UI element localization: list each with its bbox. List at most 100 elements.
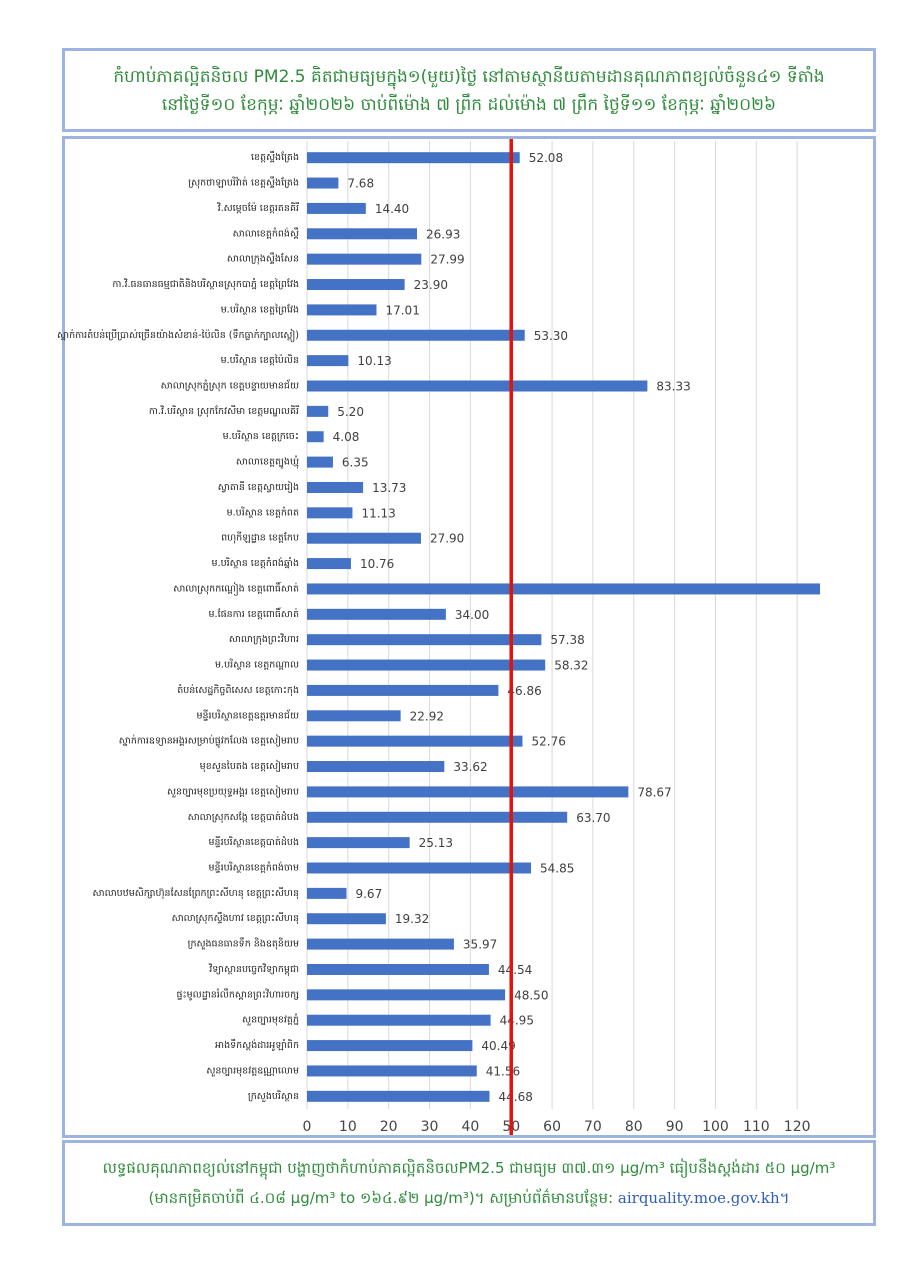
y-tick-label: ស្នាក់ការឧទ្យានអង្គរសម្រាប់ផ្លូវកលែង ខេត…: [119, 734, 299, 749]
bar: [307, 253, 422, 265]
data-label: 34.00: [455, 608, 489, 622]
bar: [307, 659, 546, 671]
x-tick-label: 120: [784, 1119, 811, 1135]
y-tick-label: វិទ្យាស្ថានបច្ចេកវិទ្យាកម្ពុជា: [208, 962, 299, 977]
data-label: 44.95: [500, 1014, 534, 1028]
y-tick-label: វិ.សម្ដេចម៉ែ ខេត្តរតនគិរី: [217, 201, 299, 214]
data-label: 44.68: [499, 1090, 533, 1104]
bar: [307, 507, 353, 519]
data-label: 57.38: [550, 633, 584, 647]
bar: [307, 811, 568, 823]
data-label: 52.76: [532, 735, 566, 749]
data-label: 26.93: [426, 227, 460, 241]
data-label: 41.56: [486, 1064, 520, 1078]
data-label: 13.73: [372, 481, 406, 495]
note: លទ្ធផលគុណភាពខ្យល់នៅកម្ពុជា បង្ហាញថាកំហាប…: [102, 1159, 836, 1177]
y-tick-label: សួនច្បារមុខវត្តភ្នំ: [242, 1013, 299, 1027]
bar: [307, 989, 506, 1001]
bar: [307, 634, 542, 646]
y-tick-label: សួនច្បារមុខវត្តឧណ្ណាលោម: [206, 1065, 299, 1077]
y-tick-label: សាលាខេត្តត្បូងឃ្មុំ: [236, 455, 299, 470]
y-tick-label: សាលាស្រុកស្ទឹងហាវ ខេត្តព្រះសីហនុ: [172, 911, 299, 925]
title-box: កំហាប់ភាគល្អិតនិចល PM2.5 គិតជាមធ្យមក្នុង…: [62, 48, 876, 132]
data-label: 53.30: [534, 329, 568, 343]
bar: [307, 761, 445, 773]
data-label: 5.20: [337, 405, 364, 419]
bar: [307, 329, 525, 341]
note: (មានកម្រិតចាប់ពី ៤.០៨ µg/m³ to ១៦៤.៩២ µg…: [65, 1183, 873, 1213]
bar: [307, 887, 347, 899]
y-tick-label: សាលាស្រុកភ្នំស្រុក ខេត្តបន្ទាយមានជ័យ: [161, 379, 299, 393]
data-label: 83.33: [656, 380, 690, 394]
data-label: 11.13: [361, 506, 395, 520]
y-tick-label: ម.បរិស្ថាន ខេត្តកំពត: [227, 505, 299, 518]
bar: [307, 1065, 477, 1077]
x-tick-label: 80: [625, 1119, 643, 1135]
data-label: 78.67: [637, 785, 671, 799]
y-tick-label: ស្រុកថាឡាបរិវ៉ាត់ ខេត្តស្ទឹងត្រែង: [188, 176, 299, 190]
bar: [307, 279, 405, 291]
chart-box: [62, 136, 876, 1138]
data-label: 22.92: [410, 709, 444, 723]
bar: [307, 608, 446, 620]
y-tick-label: ក្រសួងធនធានទឹក និងឧតុនិយម: [188, 937, 299, 951]
data-label: 7.68: [347, 177, 374, 191]
x-tick-label: 40: [461, 1119, 479, 1135]
y-tick-label: កា.វិ.បរិស្ថាន ស្រុកកែវសីមា ខេត្តមណ្ឌលគិ…: [149, 404, 299, 418]
y-tick-label: ខេត្តស្ទឹងត្រែង: [251, 150, 299, 163]
y-tick-label: ម.ផែនការ ខេត្តពោធិ៍សាត់: [209, 607, 299, 620]
bar: [307, 583, 821, 595]
data-label: 10.76: [360, 557, 394, 571]
bar: [307, 355, 349, 367]
y-tick-label: កា.វិ.ធនធានធម្មជាតិនិងបរិស្ថានស្រុកបាភ្ន…: [112, 277, 299, 291]
bar: [307, 1090, 490, 1102]
y-tick-label: មន្ទីរបរិស្ថានខេត្តកំពង់ចាម: [209, 861, 299, 874]
y-tick-label: ស្វាតានី ខេត្តស្វាយរៀង: [218, 480, 299, 494]
y-tick-label: សួនច្បារមុខប្រយុទ្ធអង្គរ ខេត្តសៀមរាប: [167, 784, 299, 798]
x-tick-label: 60: [543, 1119, 561, 1135]
y-tick-label: សាលាខេត្តកំពង់ស្ពឺ: [233, 226, 299, 239]
bar: [307, 405, 329, 417]
data-label: 14.40: [375, 202, 409, 216]
link[interactable]: airquality.moe.gov.kh។: [617, 1189, 790, 1207]
x-tick-label: 10: [339, 1119, 357, 1135]
bar: [307, 913, 386, 925]
x-tick-label: 0: [303, 1119, 312, 1135]
y-tick-label: អាងទឹកស្តង់ដារអូឡាំពិក: [215, 1038, 299, 1052]
y-tick-label: ម.បរិស្ថាន ខេត្តកំពង់ឆ្នាំង: [212, 556, 299, 569]
y-tick-label: សាលាក្រុងព្រះវិហារ: [229, 632, 299, 646]
data-label: 48.50: [514, 988, 548, 1002]
data-label: 19.32: [395, 912, 429, 926]
x-tick-label: 100: [702, 1119, 729, 1135]
y-tick-label: មន្ទីរបរិស្ថានខេត្តឧត្តរមានជ័យ: [196, 708, 299, 721]
data-label: 10.13: [357, 354, 391, 368]
data-label: 40.49: [481, 1039, 515, 1053]
y-tick-label: ម.បរិស្ថាន ខេត្តក្រចេះ: [223, 429, 299, 442]
y-tick-label: សាលាស្រុកកណ្ដៀង ខេត្តពោធិ៍សាត់: [173, 581, 299, 596]
bar: [307, 684, 499, 696]
data-label: 54.85: [540, 862, 574, 876]
bar: [307, 837, 410, 849]
bar: [307, 735, 523, 747]
y-tick-label: ម.បរិស្ថាន ខេត្តព្រៃវែង: [221, 302, 299, 315]
data-label: 23.90: [414, 278, 448, 292]
chart-subtitle: នៅថ្ងៃទី១០ ខែកុម្ភៈ ឆ្នាំ២០២៦ ចាប់ពីម៉ោង…: [161, 95, 777, 115]
x-tick-label: 30: [421, 1119, 439, 1135]
data-label: 58.32: [554, 659, 588, 673]
x-tick-label: 90: [666, 1119, 684, 1135]
bar: [307, 456, 333, 468]
bar: [307, 1040, 473, 1052]
data-label: 63.70: [576, 811, 610, 825]
y-tick-label: មុខសួនបៃតង ខេត្តសៀមរាប: [200, 759, 299, 773]
bar: [307, 481, 364, 493]
y-tick-label: ម.បរិស្ថាន ខេត្តប៉ៃលិន: [221, 353, 299, 366]
bar: [307, 431, 324, 443]
bar: [307, 786, 629, 798]
data-label: 35.97: [463, 938, 497, 952]
y-tick-label: ផ្ទះមូលដ្ឋានរំលឹកស្ពានព្រះវិហារចក្ស: [176, 987, 299, 1001]
y-tick-label: ស្នាក់ការតំបន់ប្រើប្រាស់ច្រើនយ៉ាងសំខាន់-…: [57, 328, 299, 343]
bar: [307, 862, 532, 874]
data-label: 25.13: [419, 836, 453, 850]
bar: [307, 532, 421, 544]
